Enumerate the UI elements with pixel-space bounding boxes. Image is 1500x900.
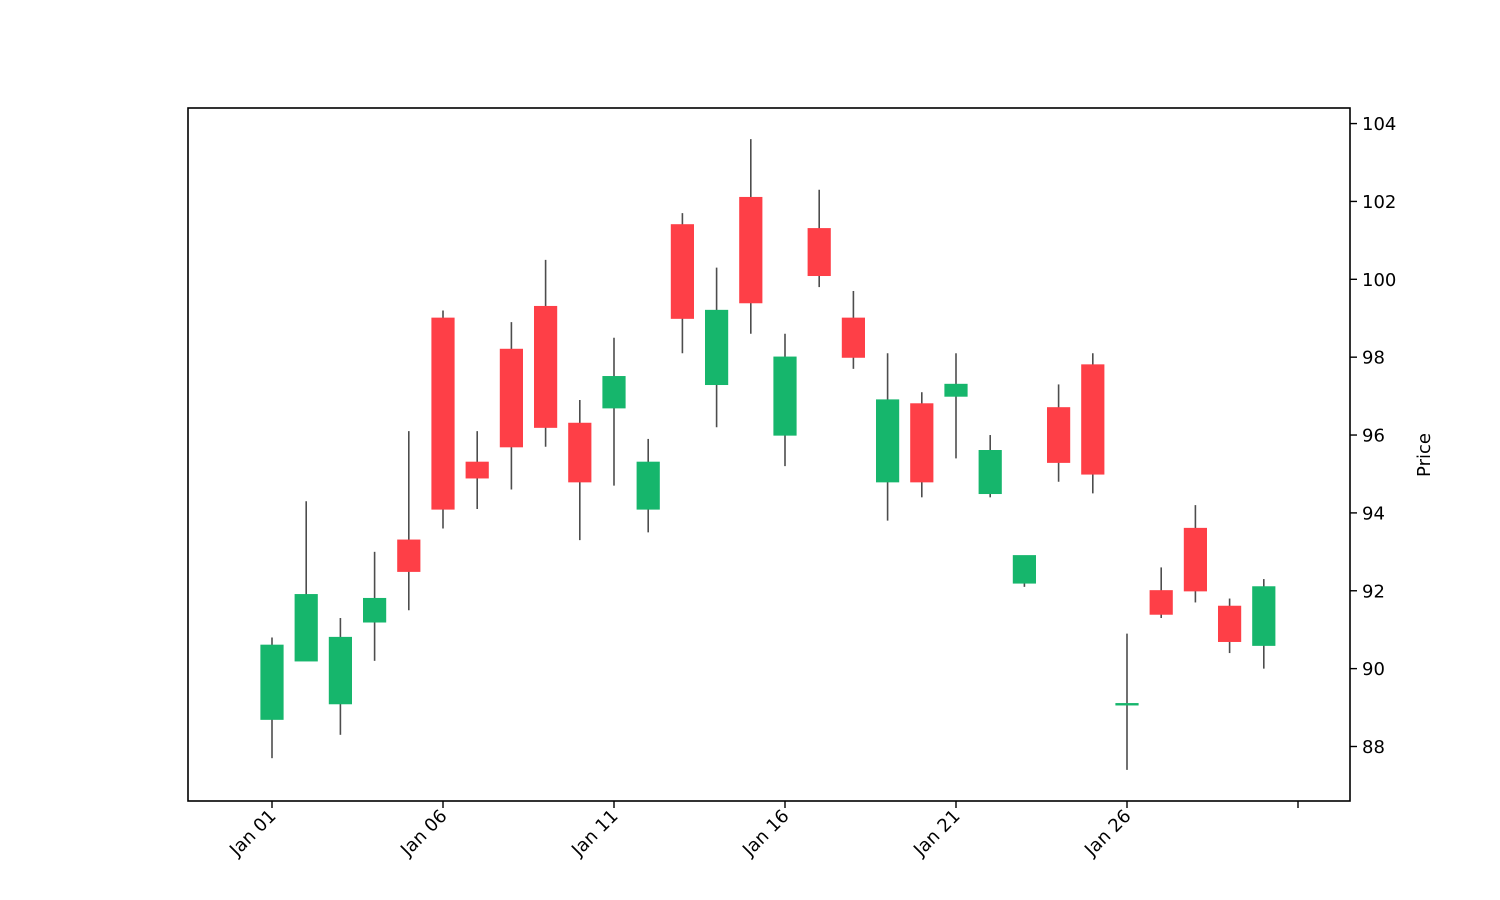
candle-body [773, 356, 797, 436]
candle [841, 290, 866, 369]
y-axis: 88 90 92 94 96 98 100 102 104 [1350, 114, 1396, 758]
y-tick-label: 102 [1362, 192, 1396, 213]
candle-body [1183, 527, 1208, 592]
y-tick-label: 92 [1362, 581, 1385, 602]
candle-body [328, 636, 352, 705]
candle [944, 353, 968, 459]
y-tick-label: 98 [1362, 348, 1385, 369]
candle-body [944, 383, 968, 397]
candle-body [602, 376, 626, 409]
candle-body [294, 594, 318, 662]
candle [1149, 567, 1173, 619]
candle-body [841, 317, 866, 358]
candle [1115, 633, 1139, 770]
candle-body [704, 309, 729, 386]
candle-body [1252, 586, 1276, 646]
candle [773, 333, 797, 467]
candle-body [1046, 407, 1071, 463]
candle-body [1081, 364, 1105, 475]
candle-body [670, 224, 695, 319]
candle [636, 438, 660, 533]
candle [568, 399, 592, 541]
candle-body [533, 305, 558, 428]
candle [1081, 353, 1105, 494]
candle [499, 322, 523, 490]
candle [431, 310, 455, 529]
candle-body [910, 403, 934, 483]
candle [1252, 579, 1276, 669]
y-tick-label: 90 [1362, 659, 1385, 680]
x-tick-label: Jan 26 [1080, 806, 1135, 861]
candle [910, 392, 934, 498]
candle [670, 213, 695, 354]
y-tick-label: 88 [1362, 737, 1385, 758]
plot-frame [187, 107, 1351, 802]
candle [1046, 384, 1071, 482]
candle [978, 435, 1002, 498]
y-tick-label: 94 [1362, 503, 1385, 524]
candle [294, 501, 318, 662]
x-tick-label: Jan 21 [909, 806, 964, 861]
candle [739, 139, 763, 334]
y-tick-label: 100 [1362, 270, 1396, 291]
candle [465, 431, 489, 510]
candle-body [363, 597, 387, 623]
candle-body [1115, 703, 1139, 706]
x-tick-label: Jan 01 [225, 806, 280, 861]
x-tick-label: Jan 11 [567, 806, 622, 861]
y-tick-label: 104 [1362, 114, 1396, 135]
candle [328, 618, 352, 735]
candle-body [568, 422, 592, 483]
candle-body [465, 461, 489, 479]
candle-body [431, 317, 455, 510]
candle [1217, 598, 1242, 654]
candle-body [1149, 590, 1173, 615]
candle [807, 189, 831, 288]
x-tick-label: Jan 16 [738, 806, 793, 861]
candle-body [978, 450, 1002, 495]
candle [704, 267, 729, 428]
candle-body [636, 461, 660, 510]
candle [1012, 555, 1037, 587]
candle-body [397, 539, 421, 572]
candle-body [1012, 555, 1037, 584]
y-tick-label: 96 [1362, 426, 1385, 447]
x-tick-label: Jan 06 [396, 806, 451, 861]
candle-body [807, 228, 831, 277]
candle-body [1217, 605, 1242, 642]
candle [363, 551, 387, 661]
candle-body [499, 348, 523, 448]
candle [397, 431, 421, 611]
candle-body [875, 399, 900, 483]
candle [260, 637, 284, 759]
x-axis: Jan 01 Jan 06 Jan 11 Jan 16 Jan 21 Jan 26 [225, 801, 1299, 861]
candle [533, 259, 558, 447]
candle-body [739, 196, 763, 304]
candle [1183, 505, 1208, 603]
candle [602, 337, 626, 486]
candle-body [260, 644, 284, 720]
y-axis-label: Price [1414, 433, 1435, 477]
candle [875, 353, 900, 521]
candles-layer [260, 139, 1276, 770]
